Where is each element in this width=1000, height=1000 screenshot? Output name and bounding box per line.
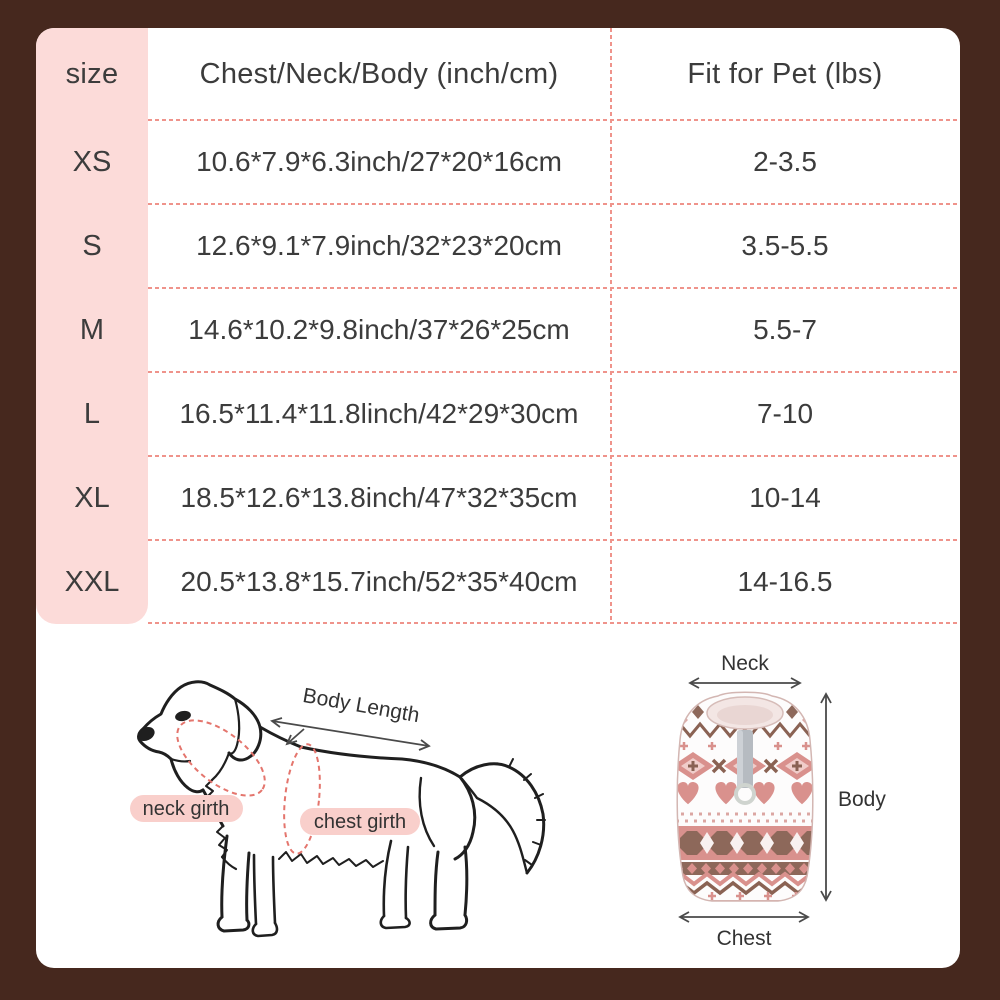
body-length-arrow-vest xyxy=(820,692,832,902)
dog-measurement-diagram: Body Length neck girth chest girth xyxy=(130,680,546,938)
chest-label: Chest xyxy=(717,927,772,950)
body-length-arrow xyxy=(270,717,431,751)
table-header-dimensions: Chest/Neck/Body (inch/cm) xyxy=(199,57,559,90)
vest-outline xyxy=(676,691,814,902)
size-label-s: S xyxy=(82,229,102,262)
neck-width-arrow xyxy=(688,677,802,689)
body-label: Body xyxy=(838,788,886,811)
neck-girth-pill xyxy=(130,795,243,822)
chest-girth-pill xyxy=(300,808,420,835)
dog-nose xyxy=(137,726,155,742)
size-label-xs: XS xyxy=(72,145,112,178)
vest-d-ring xyxy=(734,783,756,805)
dimensions-s: 12.6*9.1*7.9inch/32*23*20cm xyxy=(196,230,562,261)
dimensions-m: 14.6*10.2*9.8inch/37*26*25cm xyxy=(188,314,570,345)
row-divider xyxy=(148,539,960,541)
row-divider xyxy=(148,203,960,205)
size-label-l: L xyxy=(83,397,101,430)
vest-measurement-diagram: Neck Body Chest xyxy=(676,652,886,950)
table-header-size: size xyxy=(65,57,119,90)
chest-width-arrow xyxy=(678,911,810,923)
dimensions-xs: 10.6*7.9*6.3inch/27*20*16cm xyxy=(196,146,562,177)
fit-xl: 10-14 xyxy=(749,482,821,513)
chest-girth-label: chest girth xyxy=(314,811,406,833)
size-column-background xyxy=(36,28,148,624)
fit-xs: 2-3.5 xyxy=(753,146,817,177)
row-divider xyxy=(148,622,960,624)
size-label-m: M xyxy=(79,313,105,346)
neck-girth-label: neck girth xyxy=(143,798,230,820)
row-divider xyxy=(148,455,960,457)
dimensions-l: 16.5*11.4*11.8linch/42*29*30cm xyxy=(179,398,579,429)
vest-illustration xyxy=(677,692,813,901)
neck-girth-guide-ellipse xyxy=(176,719,266,797)
neck-label: Neck xyxy=(721,652,769,675)
size-label-xxl: XXL xyxy=(64,565,120,598)
dimensions-xxl: 20.5*13.8*15.7inch/52*35*40cm xyxy=(180,566,578,597)
dog-eye xyxy=(175,710,191,722)
row-divider xyxy=(148,371,960,373)
column-divider xyxy=(610,28,612,624)
dimensions-xl: 18.5*12.6*13.8inch/47*32*35cm xyxy=(180,482,578,513)
fit-xxl: 14-16.5 xyxy=(737,566,833,597)
fit-l: 7-10 xyxy=(756,398,814,429)
table-header-fit: Fit for Pet (lbs) xyxy=(687,57,883,90)
content-panel: size Chest/Neck/Body (inch/cm) Fit for P… xyxy=(36,28,960,968)
row-divider xyxy=(148,287,960,289)
dog-sketch xyxy=(137,680,546,938)
fit-s: 3.5-5.5 xyxy=(741,230,829,261)
chest-girth-guide-ellipse xyxy=(283,743,321,855)
fit-m: 5.5-7 xyxy=(753,314,817,345)
row-divider xyxy=(148,119,960,121)
body-length-label: Body Length xyxy=(301,684,421,727)
size-label-xl: XL xyxy=(74,481,110,514)
